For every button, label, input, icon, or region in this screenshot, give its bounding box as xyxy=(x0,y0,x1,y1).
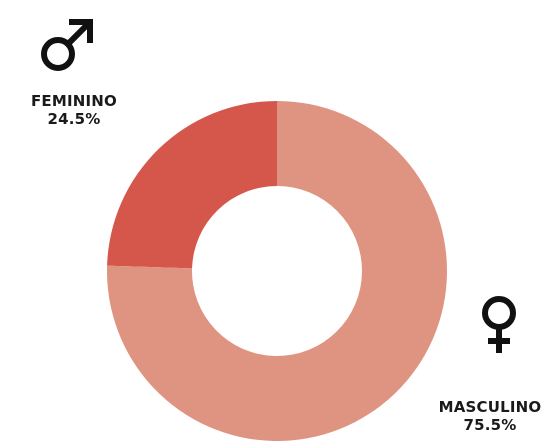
slice-name-feminino: FEMININO xyxy=(30,92,118,110)
slice-label-masculino: MASCULINO 75.5% xyxy=(420,398,554,434)
slice-value-masculino: 75.5% xyxy=(463,416,517,434)
female-symbol-icon xyxy=(482,296,516,353)
slice-label-feminino: FEMININO 24.5% xyxy=(14,92,134,128)
donut-slice-feminino xyxy=(107,101,277,269)
slice-value-feminino: 24.5% xyxy=(47,110,101,128)
donut-slice-masculino xyxy=(107,101,447,441)
male-symbol-icon xyxy=(41,19,93,71)
slice-name-masculino: MASCULINO xyxy=(438,398,542,416)
